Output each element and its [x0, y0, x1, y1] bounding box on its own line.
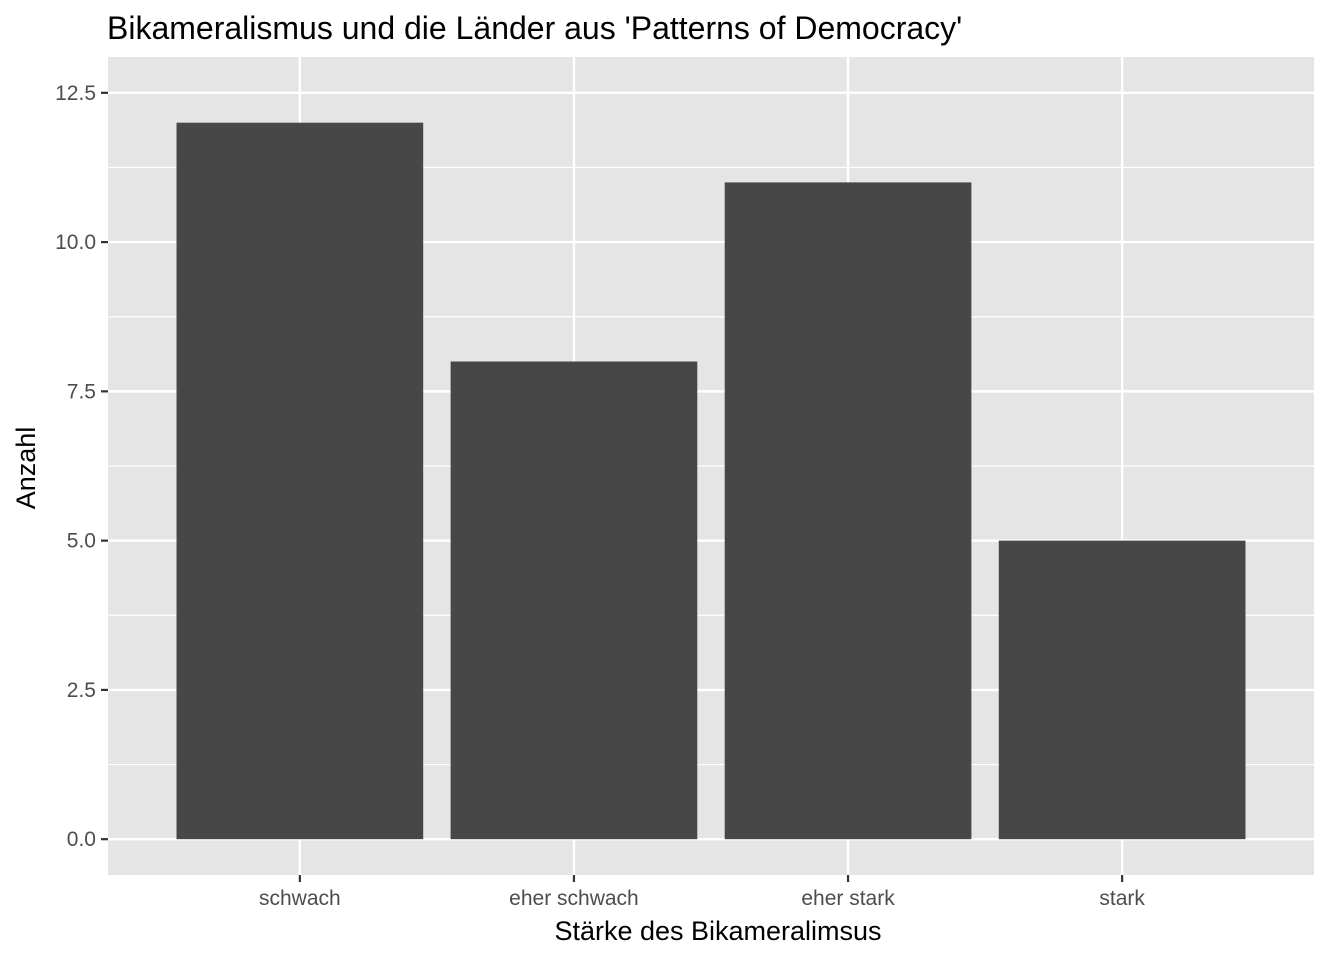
x-tick-label: schwach: [259, 887, 341, 910]
x-axis-title: Stärke des Bikameralimsus: [554, 916, 881, 946]
y-tick-label: 10.0: [55, 231, 96, 254]
y-axis-title: Anzahl: [11, 427, 41, 510]
y-tick-label: 0.0: [67, 828, 96, 851]
bar-eher-stark: [724, 182, 972, 840]
x-tick-label: eher schwach: [509, 887, 639, 910]
y-tick-label: 5.0: [67, 530, 96, 553]
y-axis: 0.0 2.5 5.0 7.5 10.0 12.5: [55, 82, 108, 851]
y-tick-label: 7.5: [67, 380, 96, 403]
bar-stark: [998, 540, 1246, 840]
chart-title: Bikameralismus und die Länder aus 'Patte…: [107, 10, 962, 46]
x-axis: schwach eher schwach eher stark stark: [259, 875, 1145, 910]
bars: [176, 122, 1246, 840]
x-tick-label: stark: [1099, 887, 1145, 910]
y-tick-label: 2.5: [67, 679, 96, 702]
y-tick-label: 12.5: [55, 82, 96, 105]
bar-eher-schwach: [450, 361, 698, 840]
x-tick-label: eher stark: [801, 887, 895, 910]
bar-schwach: [176, 122, 424, 840]
